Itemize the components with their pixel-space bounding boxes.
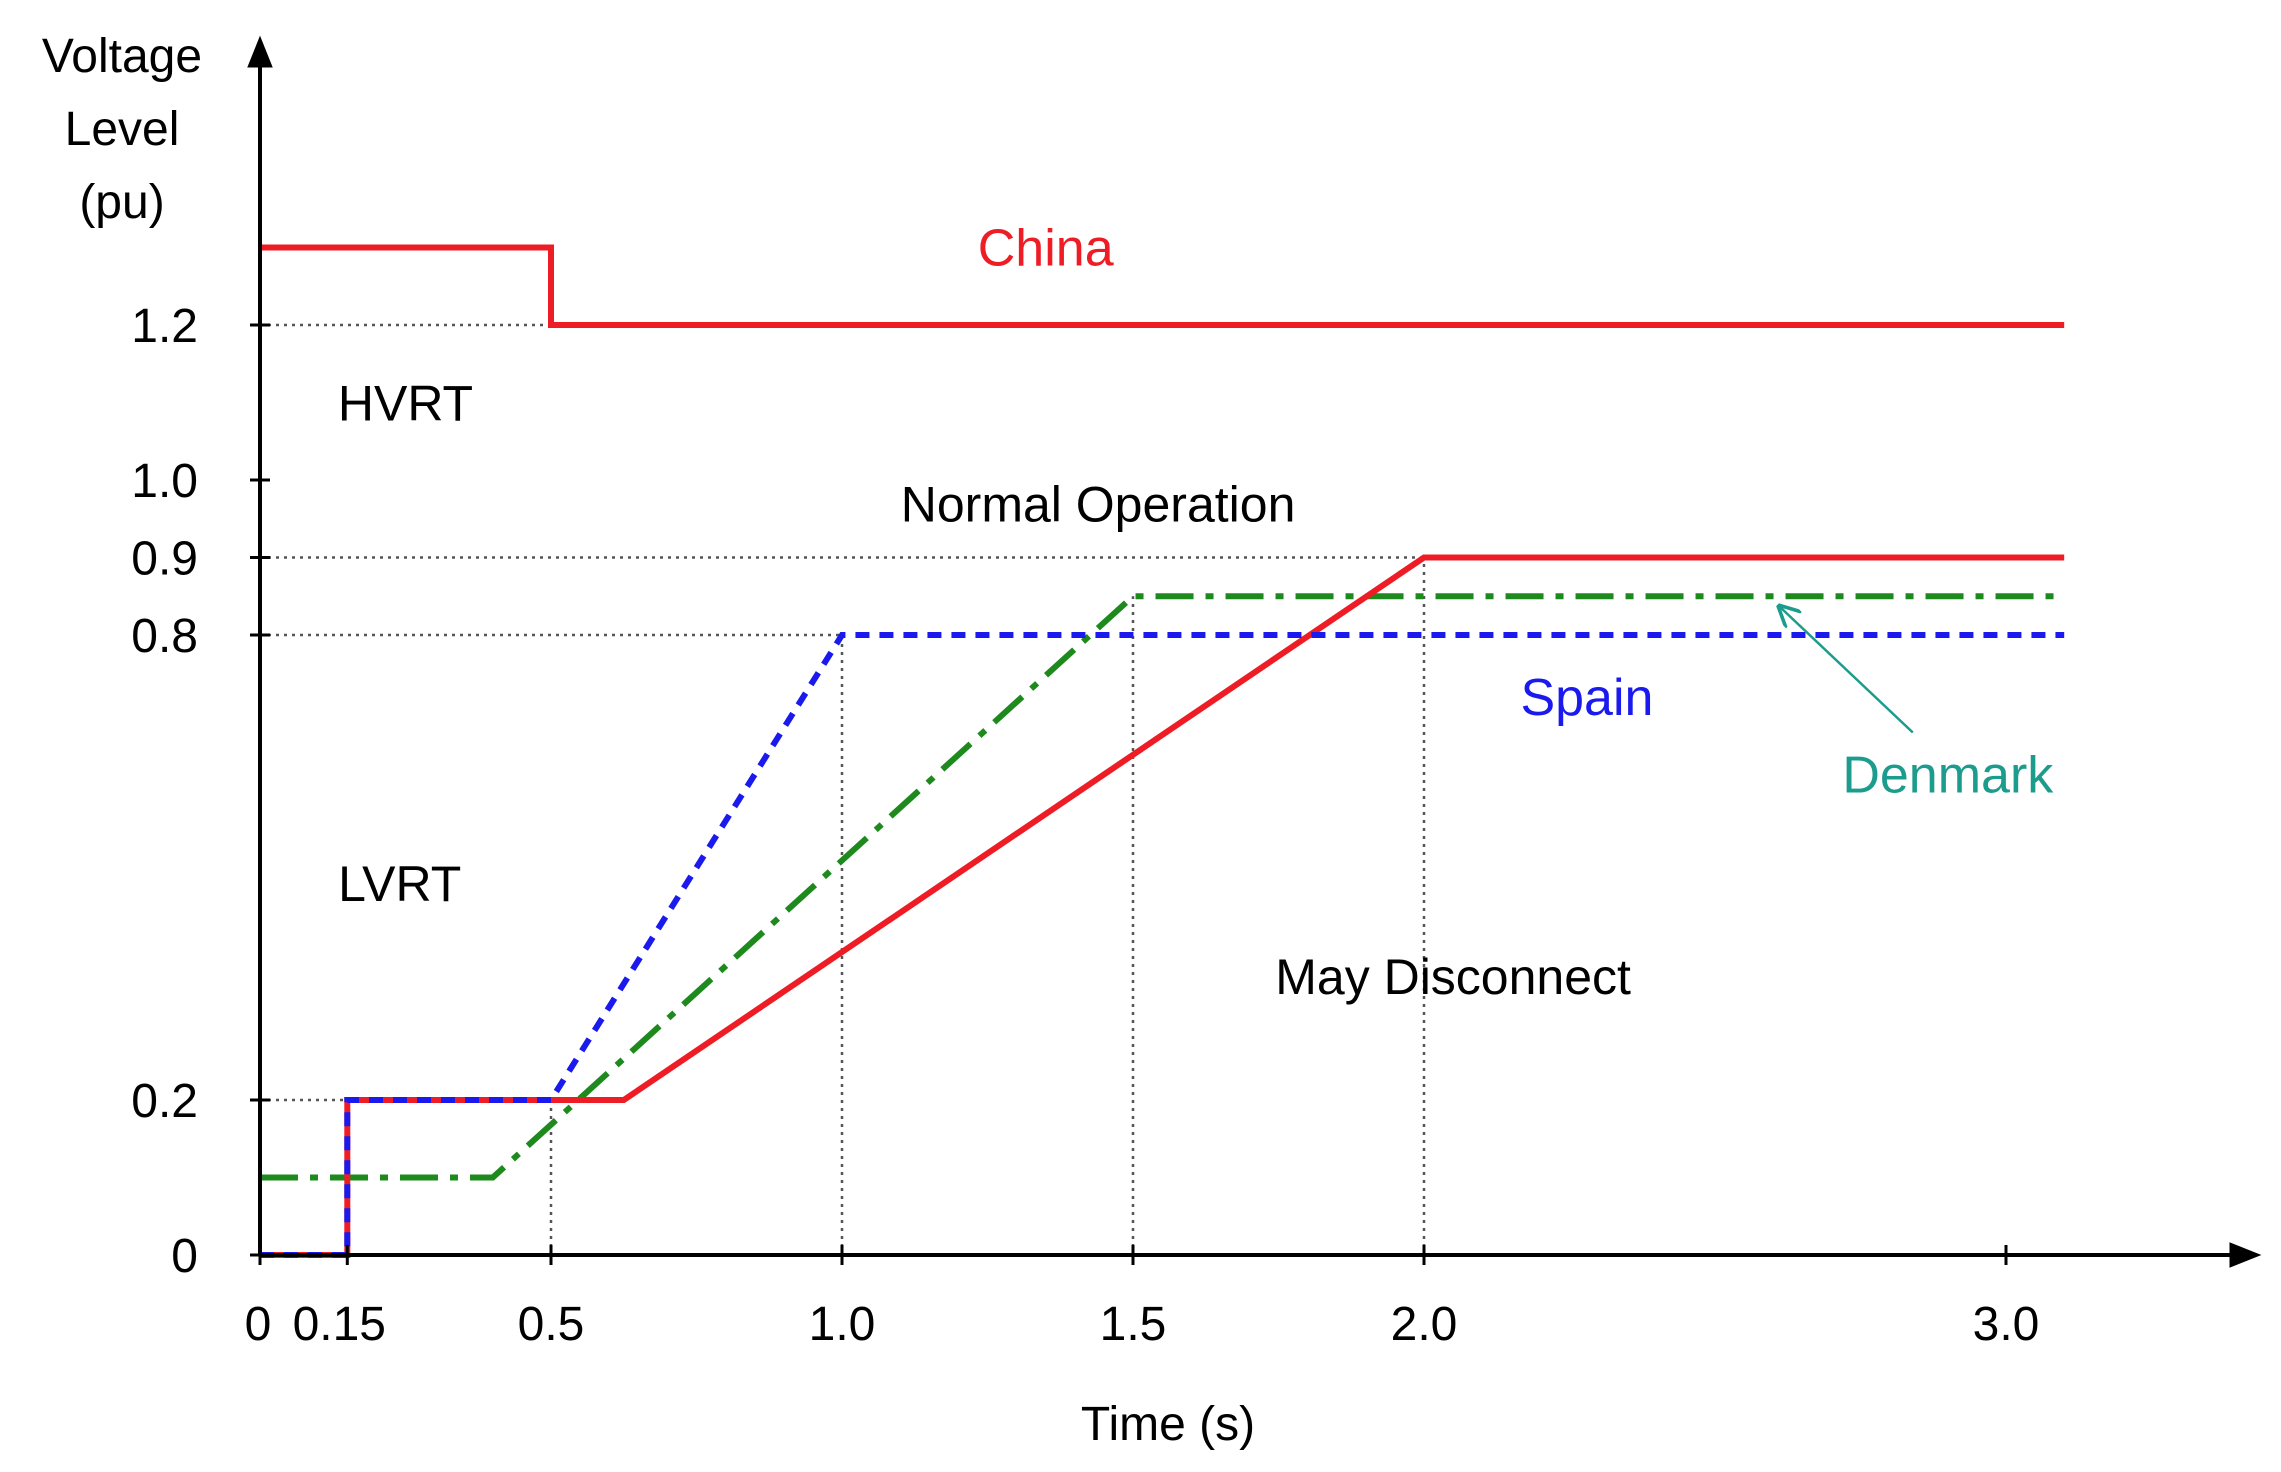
x-tick-label: 3.0 — [1973, 1298, 2040, 1351]
axis-ticks: 0 0.15 0.5 1.0 1.5 2.0 3.0 0 0.2 0.8 0.9 1.0 1.2 — [131, 300, 2039, 1351]
x-tick-label: 1.0 — [809, 1298, 876, 1351]
y-tick-label: 0.2 — [131, 1075, 198, 1128]
y-tick-label: 0 — [171, 1230, 198, 1283]
y-axis-title-line-2: Level — [65, 103, 180, 156]
x-tick-label: 0.5 — [518, 1298, 585, 1351]
annotations: China Spain Denmark HVRT Normal Operation LVR… — [338, 220, 2054, 1006]
x-axis-title: Time (s) — [1081, 1398, 1255, 1451]
axes — [247, 35, 2262, 1268]
region-label-may-disconnect: May Disconnect — [1275, 949, 1631, 1005]
x-tick-label: 2.0 — [1391, 1298, 1458, 1351]
series-label-spain: Spain — [1520, 669, 1653, 727]
region-label-hvrt: HVRT — [338, 376, 473, 432]
series-line-spain — [260, 632, 2065, 1258]
y-tick-label: 1.2 — [131, 300, 198, 353]
x-tick-label: 0.15 — [293, 1298, 386, 1351]
y-tick-label: 0.8 — [131, 610, 198, 663]
denmark-pointer-arrow — [1779, 606, 1914, 734]
y-axis-title-line-1: Voltage — [42, 30, 202, 83]
series-label-china: China — [978, 220, 1114, 278]
series-lines — [260, 244, 2065, 1258]
series-line-denmark — [260, 593, 2065, 1181]
x-tick-label: 0 — [245, 1298, 272, 1351]
y-axis-title-line-3: (pu) — [79, 176, 164, 229]
region-label-normal-operation: Normal Operation — [901, 476, 1296, 532]
region-label-lvrt: LVRT — [338, 856, 461, 912]
series-label-denmark: Denmark — [1842, 747, 2054, 805]
y-tick-label: 0.9 — [131, 533, 198, 586]
series-line-china — [260, 244, 2065, 328]
reference-lines — [260, 323, 1426, 1255]
x-tick-label: 1.5 — [1100, 1298, 1167, 1351]
y-tick-label: 1.0 — [131, 455, 198, 508]
series-line-china — [260, 554, 2065, 1258]
